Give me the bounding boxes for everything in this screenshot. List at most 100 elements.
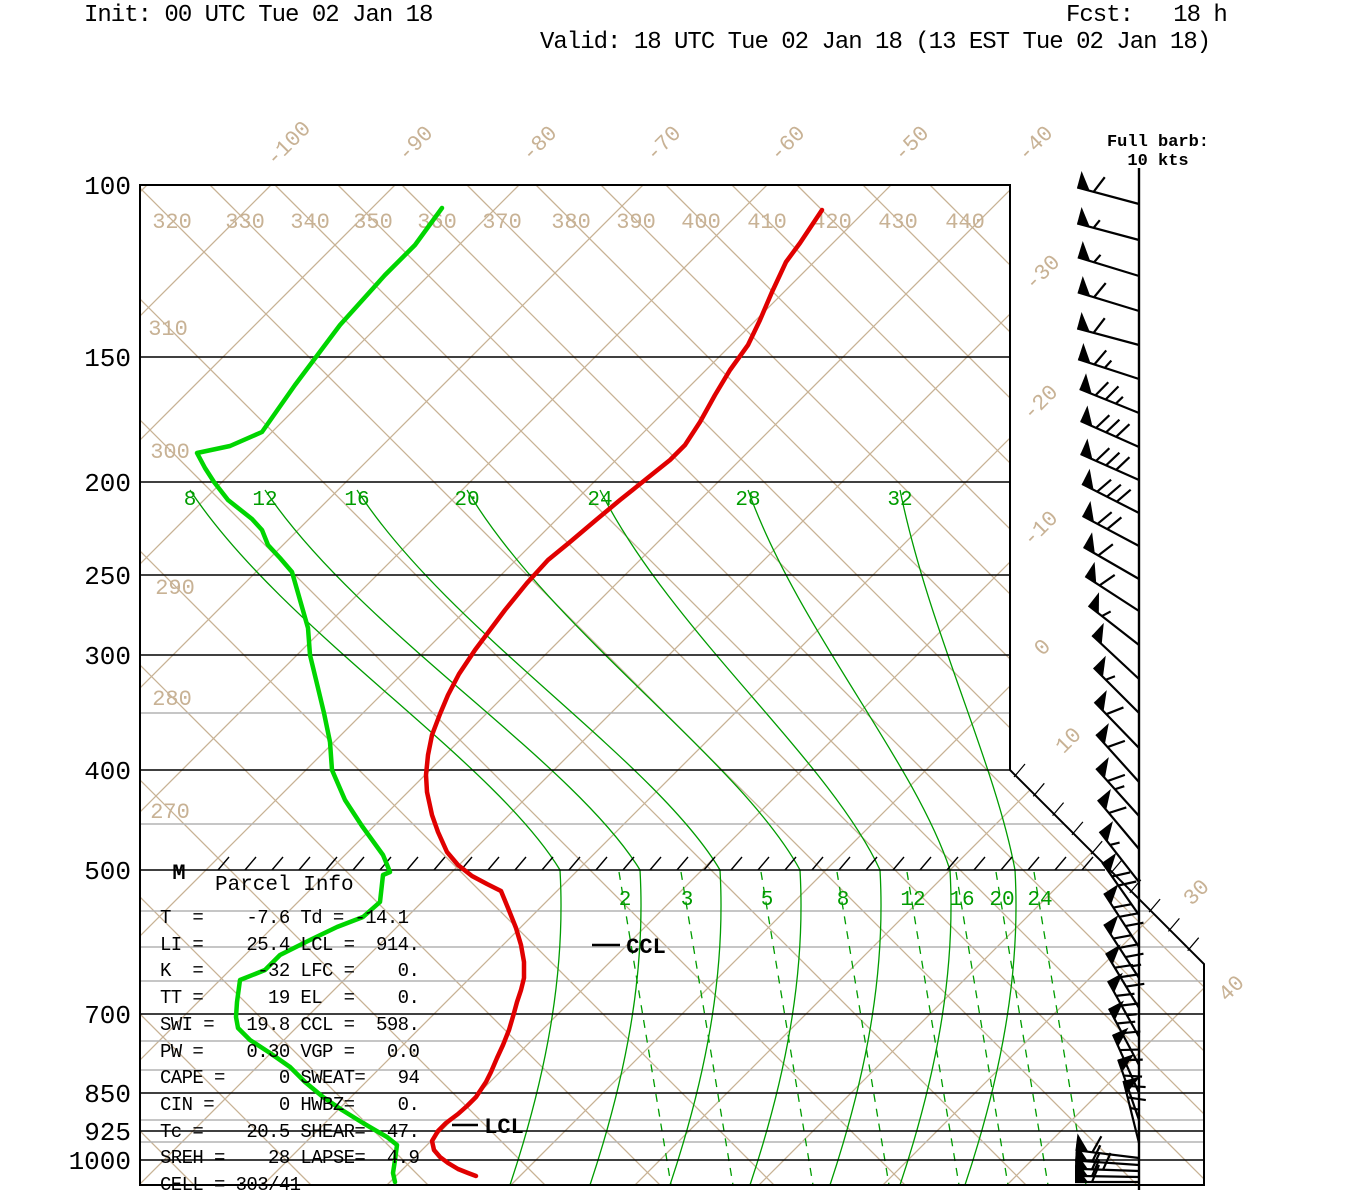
- dry-adiabat-line: [140, 185, 429, 1185]
- isotherm-label: -20: [1018, 380, 1064, 426]
- pressure-axis-label: 250: [84, 562, 131, 592]
- pressure-axis-label: 925: [84, 1118, 131, 1148]
- mixing-ratio-label: 2: [619, 889, 632, 912]
- theta-label: 430: [878, 210, 918, 235]
- wind-barb: [1080, 438, 1140, 482]
- dry-adiabat-line: [862, 185, 1204, 1185]
- mixing-ratio-line: [680, 871, 734, 1185]
- parcel-info-title: Parcel Info: [215, 874, 354, 897]
- isotherm-line: [140, 185, 396, 1185]
- isotherm-label: -70: [641, 121, 687, 167]
- hatch-tick: [487, 856, 500, 871]
- hatch-tick: [406, 856, 419, 871]
- parcel-info-line: CIN = 0 HWBZ= 0.: [160, 1093, 420, 1116]
- theta-label: 380: [551, 210, 591, 235]
- isotherm-line: [140, 185, 520, 1185]
- wind-barb: [1083, 532, 1140, 580]
- wind-barb: [1084, 561, 1140, 612]
- isotherm-label: -60: [765, 121, 811, 167]
- hatch-tick: [1013, 763, 1026, 778]
- dry-adiabat-line: [140, 185, 312, 1185]
- lcl-marker-label: LCL: [484, 1115, 524, 1140]
- isotherm-label: 0: [1030, 635, 1057, 662]
- hatch-tick: [1071, 821, 1084, 836]
- moist-adiabat-line: [189, 489, 562, 1185]
- isotherm-label: -30: [1020, 250, 1066, 296]
- wind-barb: [1076, 171, 1140, 206]
- pressure-axis-label: 700: [84, 1001, 131, 1031]
- hatch-tick: [271, 856, 284, 871]
- ccl-marker-label: CCL: [626, 935, 666, 960]
- parcel-info-line: T = -7.6 Td = -14.1: [160, 907, 409, 929]
- mixing-ratio-label: 16: [949, 889, 974, 912]
- theta-label: 290: [155, 576, 195, 601]
- moist-adiabat-line: [356, 489, 722, 1185]
- mixing-ratio-line: [836, 871, 890, 1185]
- wind-barb: [1075, 1164, 1139, 1184]
- theta-label: 320: [152, 210, 192, 235]
- mixing-ratio-line: [760, 871, 814, 1185]
- theta-label: 350: [353, 210, 393, 235]
- isotherm-label: 30: [1179, 875, 1215, 911]
- theta-label: 400: [681, 210, 721, 235]
- hatch-tick: [244, 856, 257, 871]
- parcel-info-line: K = -32 LFC = 0.: [160, 960, 420, 983]
- wind-barb: [1122, 1076, 1146, 1144]
- hatch-tick: [433, 856, 446, 871]
- isotherm-line: [140, 185, 892, 1185]
- mixing-ratio-line: [995, 871, 1049, 1185]
- moist-adiabat-label: 28: [735, 489, 760, 512]
- isotherm-label: -100: [262, 117, 317, 172]
- pressure-axis-label: 150: [84, 344, 131, 374]
- hatch-tick: [784, 856, 797, 871]
- parcel-info-line: PW = 0.30 VGP = 0.0: [160, 1040, 420, 1063]
- level-markers: M CCL LCL: [172, 861, 665, 1140]
- isotherm-label: 10: [1051, 723, 1087, 759]
- wind-barb: [1087, 592, 1140, 646]
- m-marker: M: [172, 861, 185, 886]
- hatch-tick: [352, 856, 365, 871]
- dry-adiabat-line: [600, 185, 1204, 1185]
- isotherm-label: -10: [1018, 506, 1064, 552]
- theta-label: 310: [148, 317, 188, 342]
- wind-barb-legend-line1: Full barb:: [1106, 133, 1210, 152]
- hatch-tick: [1052, 802, 1065, 816]
- hatch-tick: [973, 856, 986, 871]
- isotherm-label: 40: [1214, 971, 1250, 1007]
- mixing-ratio-line: [1033, 871, 1087, 1185]
- moist-lines: [189, 489, 1087, 1185]
- dry-adiabat-line: [466, 185, 1204, 1185]
- moist-adiabat-line: [599, 489, 882, 1185]
- parcel-info-line: LI = 25.4 LCL = 914.: [160, 933, 420, 956]
- isotherm-line: [140, 185, 1016, 1185]
- parcel-info-line: SREH = 28 LAPSE= 4.9: [160, 1147, 420, 1170]
- theta-label: 370: [482, 210, 522, 235]
- wind-barb: [1101, 852, 1140, 916]
- pressure-axis-label: 300: [84, 642, 131, 672]
- theta-label: 330: [225, 210, 265, 235]
- theta-label: 340: [290, 210, 330, 235]
- hatch-tick: [811, 856, 824, 871]
- pressure-axis-label: 100: [84, 172, 131, 202]
- isotherm-line: [140, 185, 644, 1185]
- theta-label: 440: [945, 210, 985, 235]
- mixing-ratio-line: [618, 871, 672, 1185]
- green-line-labels: 8 12 16 20 24 28 32 2 3 5 8 12 16 20 24: [184, 489, 1053, 912]
- theta-label: 300: [150, 440, 190, 465]
- theta-label: 410: [747, 210, 787, 235]
- dry-adiabat-line: [140, 185, 1138, 1185]
- hatch-tick: [676, 856, 689, 871]
- hatch-tick: [298, 856, 311, 871]
- moist-adiabat-label: 16: [344, 489, 369, 512]
- dry-adiabat-line: [337, 185, 1204, 1185]
- plot-border: [139, 184, 1205, 1186]
- moist-adiabat-label: 24: [587, 489, 612, 512]
- wind-barb: [1081, 468, 1140, 514]
- hatch-tick: [892, 856, 905, 871]
- wind-barb: [1081, 500, 1140, 547]
- moist-adiabat-line: [264, 489, 642, 1185]
- hatch-tick: [919, 856, 932, 871]
- hatch-tick: [595, 856, 608, 871]
- pressure-lines-major: [139, 184, 1205, 1186]
